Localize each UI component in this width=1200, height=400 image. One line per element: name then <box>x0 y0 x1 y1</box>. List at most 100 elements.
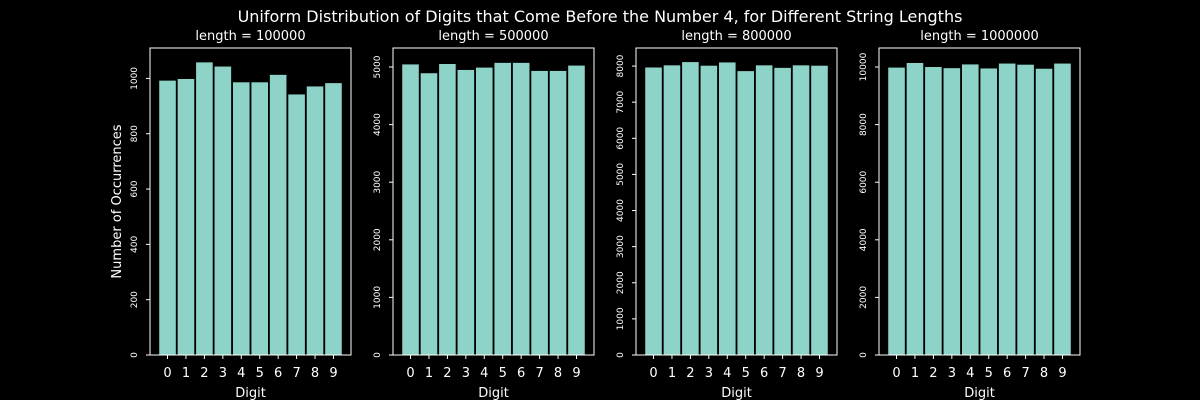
bar-4 <box>232 82 250 356</box>
y-tick-label: 5000 <box>373 55 383 78</box>
y-tick-label: 4000 <box>373 113 383 136</box>
x-tick-label: 1 <box>668 366 676 381</box>
bar-2 <box>196 62 213 355</box>
y-tick-label: 0 <box>616 352 626 358</box>
bar-7 <box>774 67 791 356</box>
bar-4 <box>961 64 979 356</box>
y-tick-label: 6000 <box>859 170 869 193</box>
y-tick-label: 800 <box>130 125 140 142</box>
x-tick-label: 6 <box>274 366 282 381</box>
y-tick-label: 3000 <box>373 170 383 193</box>
bar-9 <box>1054 63 1071 356</box>
x-tick-label: 7 <box>778 366 786 381</box>
axes-frame <box>392 47 595 356</box>
x-tick-label: 9 <box>1058 366 1066 381</box>
y-tick-label: 2000 <box>616 271 626 294</box>
x-tick-label: 7 <box>535 366 543 381</box>
bar-8 <box>1035 68 1053 356</box>
bar-0 <box>159 80 176 355</box>
x-tick-label: 0 <box>406 366 414 381</box>
x-tick-label: 4 <box>723 366 731 381</box>
y-tick-label: 5000 <box>616 163 626 186</box>
bar-1 <box>420 73 438 355</box>
x-tick-label: 9 <box>815 366 823 381</box>
x-tick-label: 2 <box>929 366 937 381</box>
bar-9 <box>568 65 585 355</box>
panel-title: length = 100000 <box>195 29 305 44</box>
x-tick-label: 0 <box>892 366 900 381</box>
bar-9 <box>325 83 342 355</box>
bar-4 <box>718 62 736 355</box>
y-tick-label: 8000 <box>859 113 869 136</box>
y-tick-label: 3000 <box>616 235 626 258</box>
bar-7 <box>531 70 548 356</box>
x-tick-label: 8 <box>797 366 805 381</box>
bar-8 <box>306 86 324 355</box>
x-tick-label: 2 <box>686 366 694 381</box>
bar-5 <box>494 62 512 356</box>
x-tick-label: 3 <box>948 366 956 381</box>
bar-6 <box>269 74 287 355</box>
axes-frame <box>635 47 838 356</box>
bar-7 <box>1017 64 1034 355</box>
x-axis-label: Digit <box>721 386 752 400</box>
x-tick-label: 2 <box>200 366 208 381</box>
x-tick-label: 4 <box>480 366 488 381</box>
bar-8 <box>792 65 810 355</box>
bar-0 <box>888 67 905 355</box>
bar-2 <box>439 64 456 355</box>
y-tick-label: 600 <box>130 180 140 197</box>
bar-1 <box>177 78 195 355</box>
x-tick-label: 5 <box>256 366 264 381</box>
x-tick-label: 8 <box>554 366 562 381</box>
bar-3 <box>457 69 475 355</box>
x-tick-label: 6 <box>760 366 768 381</box>
bar-5 <box>980 68 998 355</box>
y-tick-label: 2000 <box>859 286 869 309</box>
bar-5 <box>251 82 269 356</box>
bar-2 <box>682 62 699 356</box>
y-tick-label: 10000 <box>859 52 869 81</box>
bar-6 <box>512 62 530 356</box>
panel-title: length = 500000 <box>438 29 548 44</box>
x-tick-label: 9 <box>572 366 580 381</box>
y-tick-label: 4000 <box>616 199 626 222</box>
bar-2 <box>925 67 942 355</box>
bar-3 <box>214 66 232 355</box>
bar-3 <box>943 68 961 355</box>
x-tick-label: 6 <box>1003 366 1011 381</box>
x-tick-label: 4 <box>966 366 974 381</box>
axes-frame <box>878 47 1081 356</box>
y-tick-label: 4000 <box>859 228 869 251</box>
y-tick-label: 8000 <box>616 54 626 77</box>
x-tick-label: 7 <box>1021 366 1029 381</box>
axes-frame <box>149 47 352 356</box>
x-tick-label: 5 <box>985 366 993 381</box>
x-tick-label: 9 <box>329 366 337 381</box>
x-tick-label: 1 <box>911 366 919 381</box>
bar-9 <box>811 65 828 355</box>
x-tick-label: 0 <box>649 366 657 381</box>
bar-3 <box>700 65 718 355</box>
bar-7 <box>288 94 305 356</box>
x-axis-label: Digit <box>964 386 995 400</box>
y-axis-label: Number of Occurrences <box>110 124 125 278</box>
bar-8 <box>549 70 567 356</box>
y-tick-label: 0 <box>859 352 869 358</box>
y-tick-label: 1000 <box>130 67 140 90</box>
x-tick-label: 5 <box>742 366 750 381</box>
y-tick-label: 7000 <box>616 90 626 113</box>
x-tick-label: 3 <box>462 366 470 381</box>
y-tick-label: 2000 <box>373 228 383 251</box>
x-tick-label: 1 <box>182 366 190 381</box>
figure-title: Uniform Distribution of Digits that Come… <box>238 7 963 26</box>
y-tick-label: 1000 <box>616 307 626 330</box>
panel-title: length = 800000 <box>681 29 791 44</box>
y-tick-label: 0 <box>130 352 140 358</box>
x-axis-label: Digit <box>478 386 509 400</box>
x-tick-label: 4 <box>237 366 245 381</box>
bar-0 <box>645 67 662 355</box>
